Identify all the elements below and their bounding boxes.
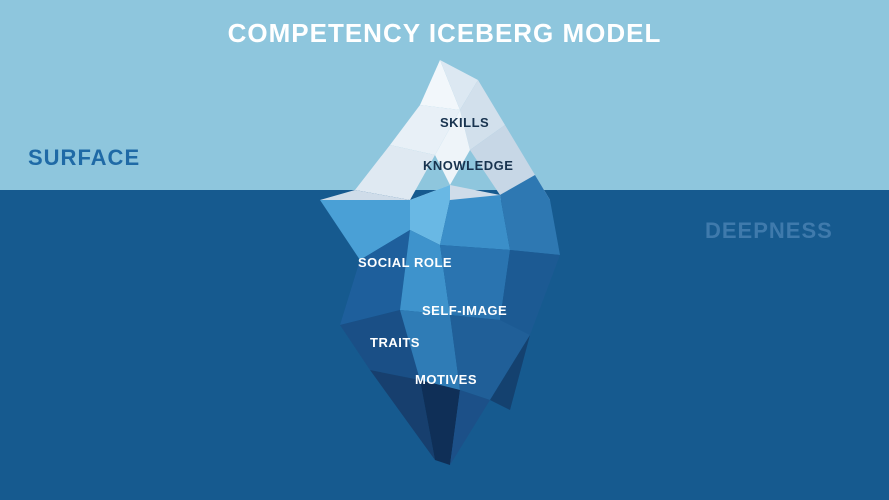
label-knowledge: KNOWLEDGE xyxy=(423,158,513,173)
label-social-role: SOCIAL ROLE xyxy=(358,255,452,270)
label-skills: SKILLS xyxy=(440,115,489,130)
iceberg-below xyxy=(320,175,560,465)
diagram-title: COMPETENCY ICEBERG MODEL xyxy=(0,18,889,49)
label-traits: TRAITS xyxy=(370,335,420,350)
surface-label: SURFACE xyxy=(28,145,140,171)
deepness-label: DEEPNESS xyxy=(705,218,833,244)
iceberg-facet xyxy=(500,250,560,335)
iceberg-facet xyxy=(440,195,510,250)
diagram-stage: COMPETENCY ICEBERG MODEL SURFACE DEEPNES… xyxy=(0,0,889,500)
label-self-image: SELF-IMAGE xyxy=(422,303,507,318)
iceberg-above xyxy=(320,60,550,200)
label-motives: MOTIVES xyxy=(415,372,477,387)
